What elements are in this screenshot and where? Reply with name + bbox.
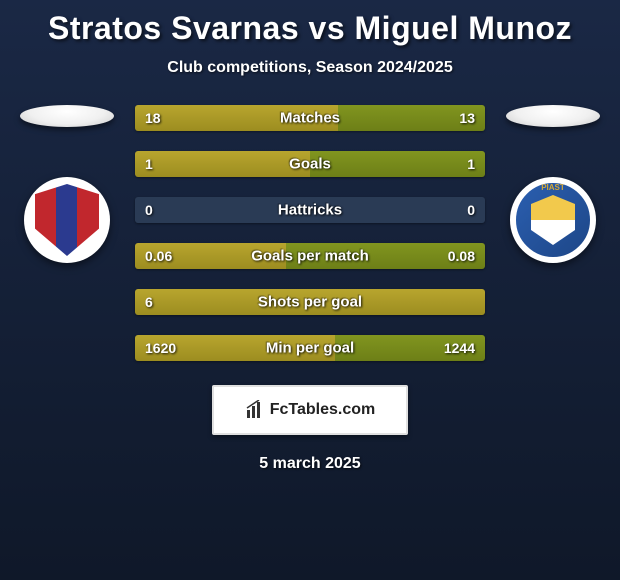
left-player-col <box>17 105 117 263</box>
brand-text: FcTables.com <box>270 401 376 419</box>
stat-row: Hattricks 0 0 <box>135 197 485 223</box>
stat-value-left: 1620 <box>145 340 176 356</box>
comparison-area: Matches 18 13 Goals 1 1 Hattricks 0 0 Goals per m… <box>0 105 620 361</box>
stat-value-right: 1244 <box>444 340 475 356</box>
stat-label: Goals <box>289 156 331 173</box>
stat-value-left: 0.06 <box>145 248 172 264</box>
stat-row: Matches 18 13 <box>135 105 485 131</box>
stat-label: Shots per goal <box>258 294 362 311</box>
right-player-col <box>503 105 603 263</box>
date-label: 5 march 2025 <box>0 455 620 473</box>
stat-bars: Matches 18 13 Goals 1 1 Hattricks 0 0 Goals per m… <box>135 105 485 361</box>
subtitle: Club competitions, Season 2024/2025 <box>0 59 620 77</box>
stat-row: Min per goal 1620 1244 <box>135 335 485 361</box>
stat-value-left: 1 <box>145 156 153 172</box>
stat-value-right: 0 <box>467 202 475 218</box>
stat-label: Goals per match <box>251 248 369 265</box>
page-title: Stratos Svarnas vs Miguel Munoz <box>0 0 620 47</box>
club-badge-right <box>510 177 596 263</box>
stat-label: Matches <box>280 110 340 127</box>
chart-icon <box>245 400 265 420</box>
player-marker-left <box>20 105 114 127</box>
stat-label: Min per goal <box>266 340 354 357</box>
stat-row: Shots per goal 6 <box>135 289 485 315</box>
stat-row: Goals per match 0.06 0.08 <box>135 243 485 269</box>
stat-value-left: 18 <box>145 110 161 126</box>
brand-box: FcTables.com <box>212 385 408 435</box>
stat-value-right: 1 <box>467 156 475 172</box>
stat-value-right: 13 <box>459 110 475 126</box>
bar-left <box>135 151 310 177</box>
player-marker-right <box>506 105 600 127</box>
bar-right <box>310 151 485 177</box>
stat-value-left: 0 <box>145 202 153 218</box>
club-badge-left <box>24 177 110 263</box>
stat-value-left: 6 <box>145 294 153 310</box>
stat-label: Hattricks <box>278 202 342 219</box>
stat-value-right: 0.08 <box>448 248 475 264</box>
stat-row: Goals 1 1 <box>135 151 485 177</box>
